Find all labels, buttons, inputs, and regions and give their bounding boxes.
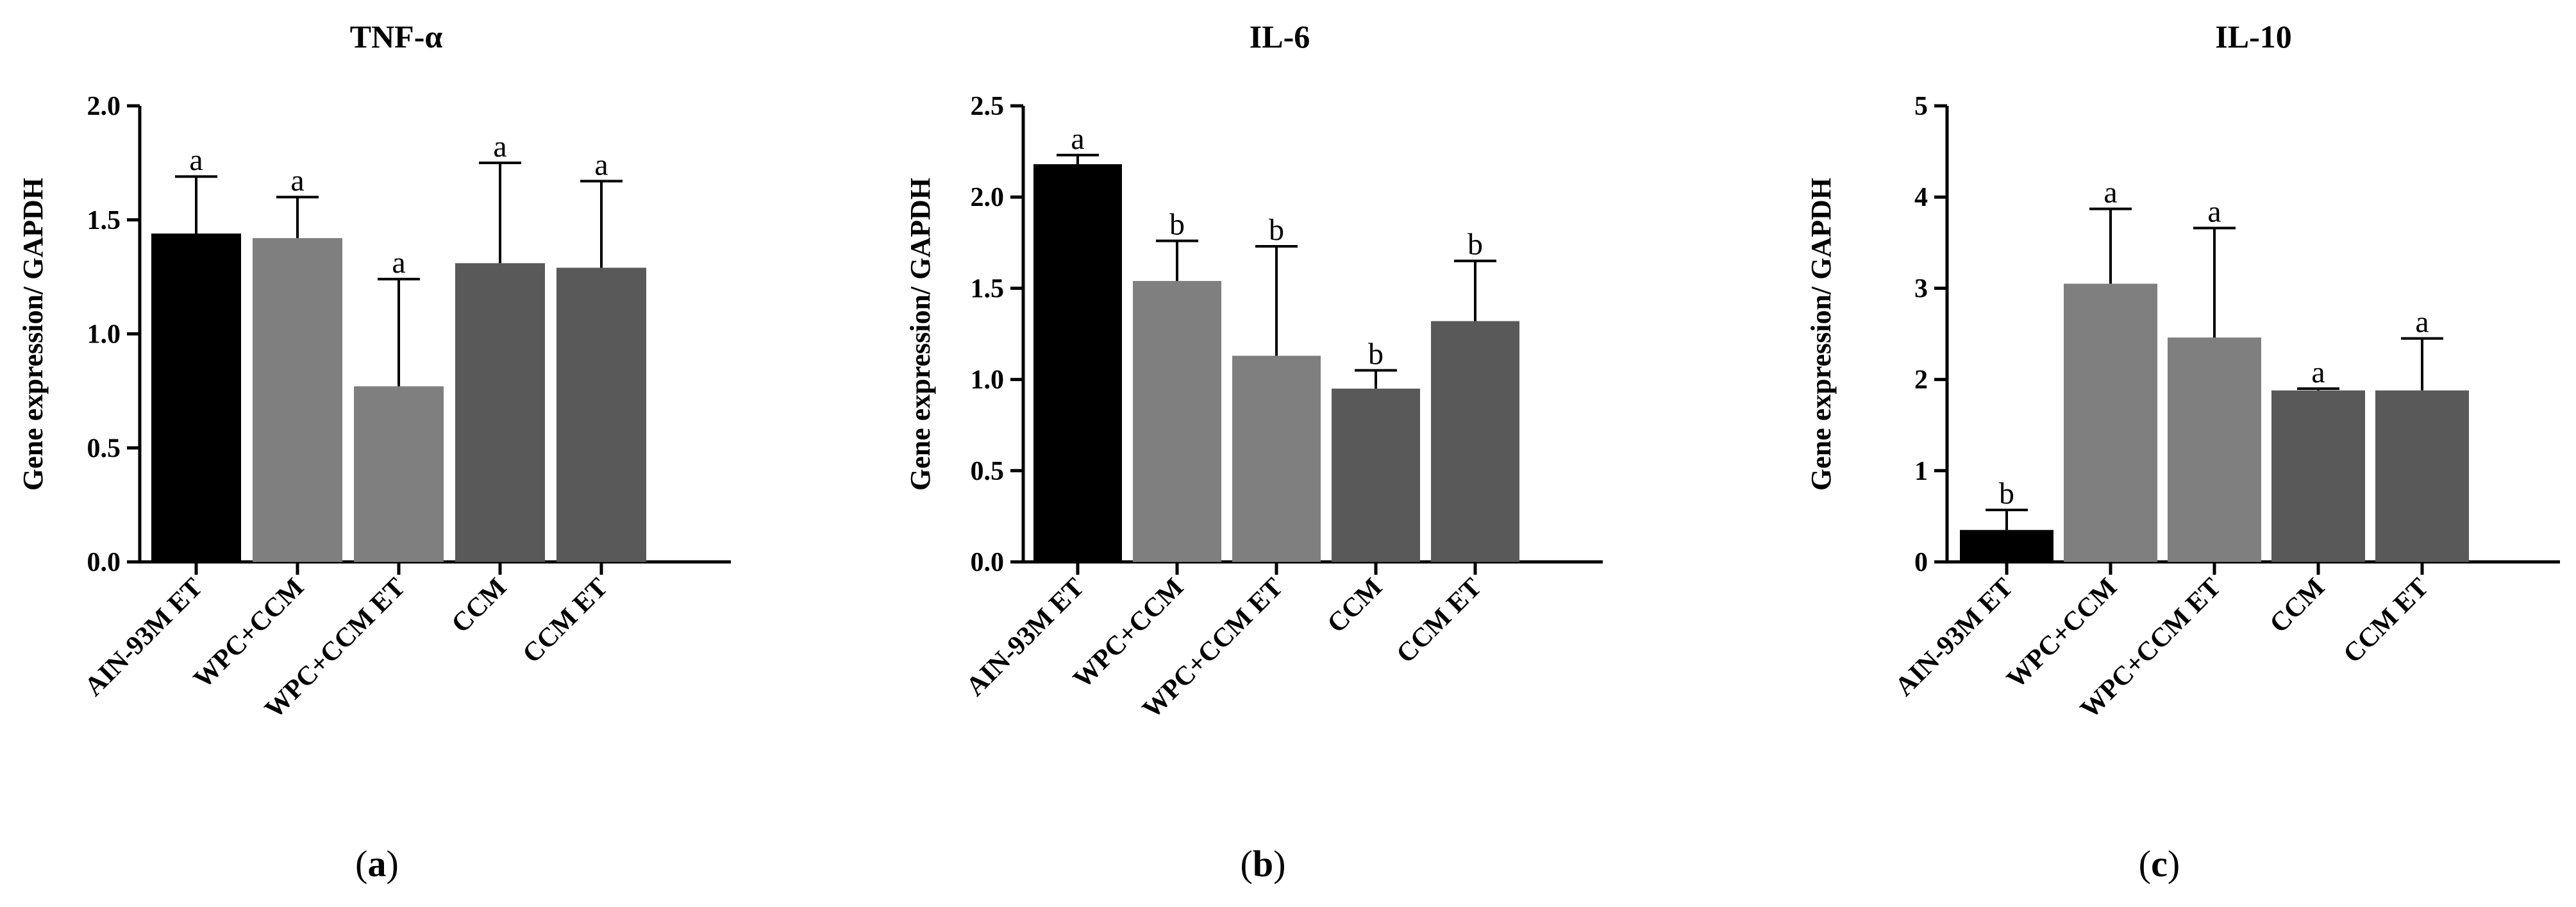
bar (455, 263, 545, 562)
panel-label: (b) (1241, 843, 1286, 885)
category-label: AIN-93M ET (960, 573, 1090, 702)
y-tick-label: 0.5 (87, 434, 121, 463)
chart-title: IL-10 (2215, 19, 2291, 55)
y-tick-label: 0 (1914, 548, 1928, 577)
chart-title: IL-6 (1250, 19, 1310, 55)
y-tick-label: 0.0 (87, 548, 121, 577)
significance-letter: a (2103, 176, 2117, 210)
category-label: CCM (2264, 573, 2330, 639)
bar (1232, 355, 1321, 562)
bars-group: a b b b b (1033, 122, 1519, 562)
category-label: CCM ET (1391, 573, 1488, 670)
category-label: AIN-93M ET (1889, 573, 2019, 702)
significance-letter: a (493, 130, 506, 164)
category-label: CCM (446, 573, 512, 639)
y-tick-label: 1.5 (971, 274, 1005, 303)
category-label: AIN-93M ET (79, 573, 208, 702)
significance-letter: a (2207, 195, 2221, 229)
category-label: CCM (1322, 573, 1388, 639)
y-tick-label: 2 (1914, 366, 1928, 395)
y-axis-label: Gene expression/ GAPDH (1805, 178, 1837, 491)
significance-letter: a (189, 143, 203, 177)
significance-letter: a (1071, 122, 1084, 156)
bar (354, 386, 444, 562)
bar (253, 238, 342, 562)
bar (2168, 337, 2261, 562)
y-tick-label: 1.0 (87, 320, 121, 350)
bar (1960, 530, 2053, 562)
panel-letter: a (368, 843, 387, 885)
bar (556, 267, 646, 562)
bar (2064, 284, 2157, 562)
bars-group: a a a a a (151, 130, 646, 562)
bar (1431, 321, 1519, 562)
significance-letter: b (1269, 213, 1284, 247)
panel-letter: c (2151, 843, 2168, 885)
bar (151, 233, 241, 562)
bar (2271, 390, 2365, 562)
bar (1332, 388, 1420, 562)
significance-letter: a (2415, 305, 2429, 339)
y-tick-label: 1.5 (87, 206, 121, 235)
y-tick-label: 1.0 (971, 366, 1005, 395)
bar (2375, 390, 2469, 562)
significance-letter: b (1169, 207, 1185, 241)
significance-letter: b (1368, 337, 1384, 371)
panel-label: (a) (355, 843, 399, 885)
y-tick-label: 2.5 (971, 92, 1005, 121)
y-tick-label: 2.0 (971, 183, 1005, 212)
significance-letter: a (594, 148, 608, 182)
panel-b: IL-6 Gene expression/ GAPDH 0.0 0.5 1.0 1.5… (905, 19, 1603, 885)
y-tick-label: 0.5 (971, 457, 1005, 486)
y-tick-label: 4 (1914, 183, 1928, 212)
significance-letter: b (1468, 228, 1483, 262)
significance-letter: a (392, 246, 405, 280)
panel-c: IL-10 Gene expression/ GAPDH 0 1 2 3 4 5 AIN-9… (1805, 19, 2560, 885)
significance-letter: b (1999, 477, 2014, 511)
y-tick-label: 1 (1914, 457, 1928, 486)
y-tick-label: 3 (1914, 274, 1928, 303)
y-tick-label: 2.0 (87, 92, 121, 121)
category-label: CCM ET (517, 573, 614, 670)
bars-group: b a a a a (1960, 176, 2469, 562)
category-label: CCM ET (2338, 573, 2435, 670)
bar (1033, 164, 1122, 562)
chart-title: TNF-α (350, 19, 443, 55)
panel-label: (c) (2139, 843, 2180, 885)
panel-a: TNF-α Gene expression/ GAPDH 0.0 0.5 1.0 1.… (17, 19, 731, 885)
bar (1133, 281, 1221, 562)
y-tick-label: 5 (1914, 92, 1928, 121)
panel-letter: b (1253, 843, 1273, 885)
y-tick-label: 0.0 (971, 548, 1005, 577)
significance-letter: a (290, 164, 304, 198)
significance-letter: a (2311, 355, 2325, 389)
y-axis-label: Gene expression/ GAPDH (905, 178, 936, 491)
y-axis-label: Gene expression/ GAPDH (17, 178, 49, 491)
